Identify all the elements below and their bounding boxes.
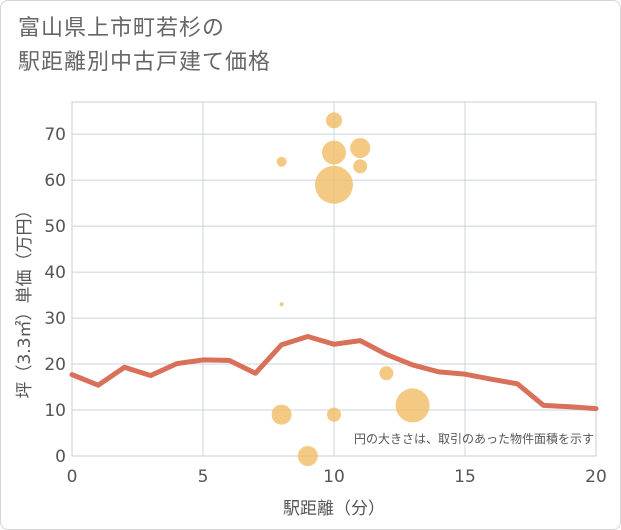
bubble-series xyxy=(271,112,430,466)
bubble-point xyxy=(315,165,353,204)
y-axis-label: 坪（3.3㎡）単価（万円） xyxy=(15,201,35,398)
average-line-series xyxy=(69,333,599,412)
chart-title-line2: 駅距離別中古戸建て価格 xyxy=(18,50,272,75)
y-tick-label: 60 xyxy=(44,171,66,191)
average-price-line xyxy=(69,333,599,412)
x-tick-label: 20 xyxy=(585,467,607,487)
x-tick-label: 0 xyxy=(67,467,78,487)
bubble-point xyxy=(395,388,430,423)
bubble-point xyxy=(379,366,394,381)
y-tick-labels: 0 10 20 30 40 50 60 70 xyxy=(44,125,66,467)
x-tick-labels: 0 5 10 15 20 xyxy=(67,467,607,487)
x-axis-label: 駅距離（分） xyxy=(283,499,385,519)
bubble-point xyxy=(326,112,342,129)
bubble-point xyxy=(276,156,287,167)
y-tick-label: 20 xyxy=(44,355,66,375)
y-tick-label: 0 xyxy=(55,447,66,467)
bubble-point xyxy=(327,407,341,422)
y-tick-label: 70 xyxy=(44,125,66,145)
y-tick-label: 40 xyxy=(44,263,66,283)
x-tick-label: 5 xyxy=(198,467,209,487)
bubble-point xyxy=(353,159,368,174)
y-tick-label: 50 xyxy=(44,217,66,237)
y-tick-label: 30 xyxy=(44,309,66,329)
y-tick-label: 10 xyxy=(44,401,66,421)
bubble-point xyxy=(271,404,292,425)
chart-title: 富山県上市町若杉の 駅距離別中古戸建て価格 xyxy=(18,12,271,80)
bubble-point xyxy=(297,446,318,466)
bubble-point xyxy=(279,302,284,307)
bubble-point xyxy=(350,137,371,158)
x-tick-label: 10 xyxy=(323,467,345,487)
bubble-point xyxy=(322,140,346,165)
chart-title-line1: 富山県上市町若杉の xyxy=(18,16,226,41)
bubble-size-note: 円の大きさは、取引のあった物件面積を示す xyxy=(354,431,594,446)
x-tick-label: 15 xyxy=(454,467,476,487)
